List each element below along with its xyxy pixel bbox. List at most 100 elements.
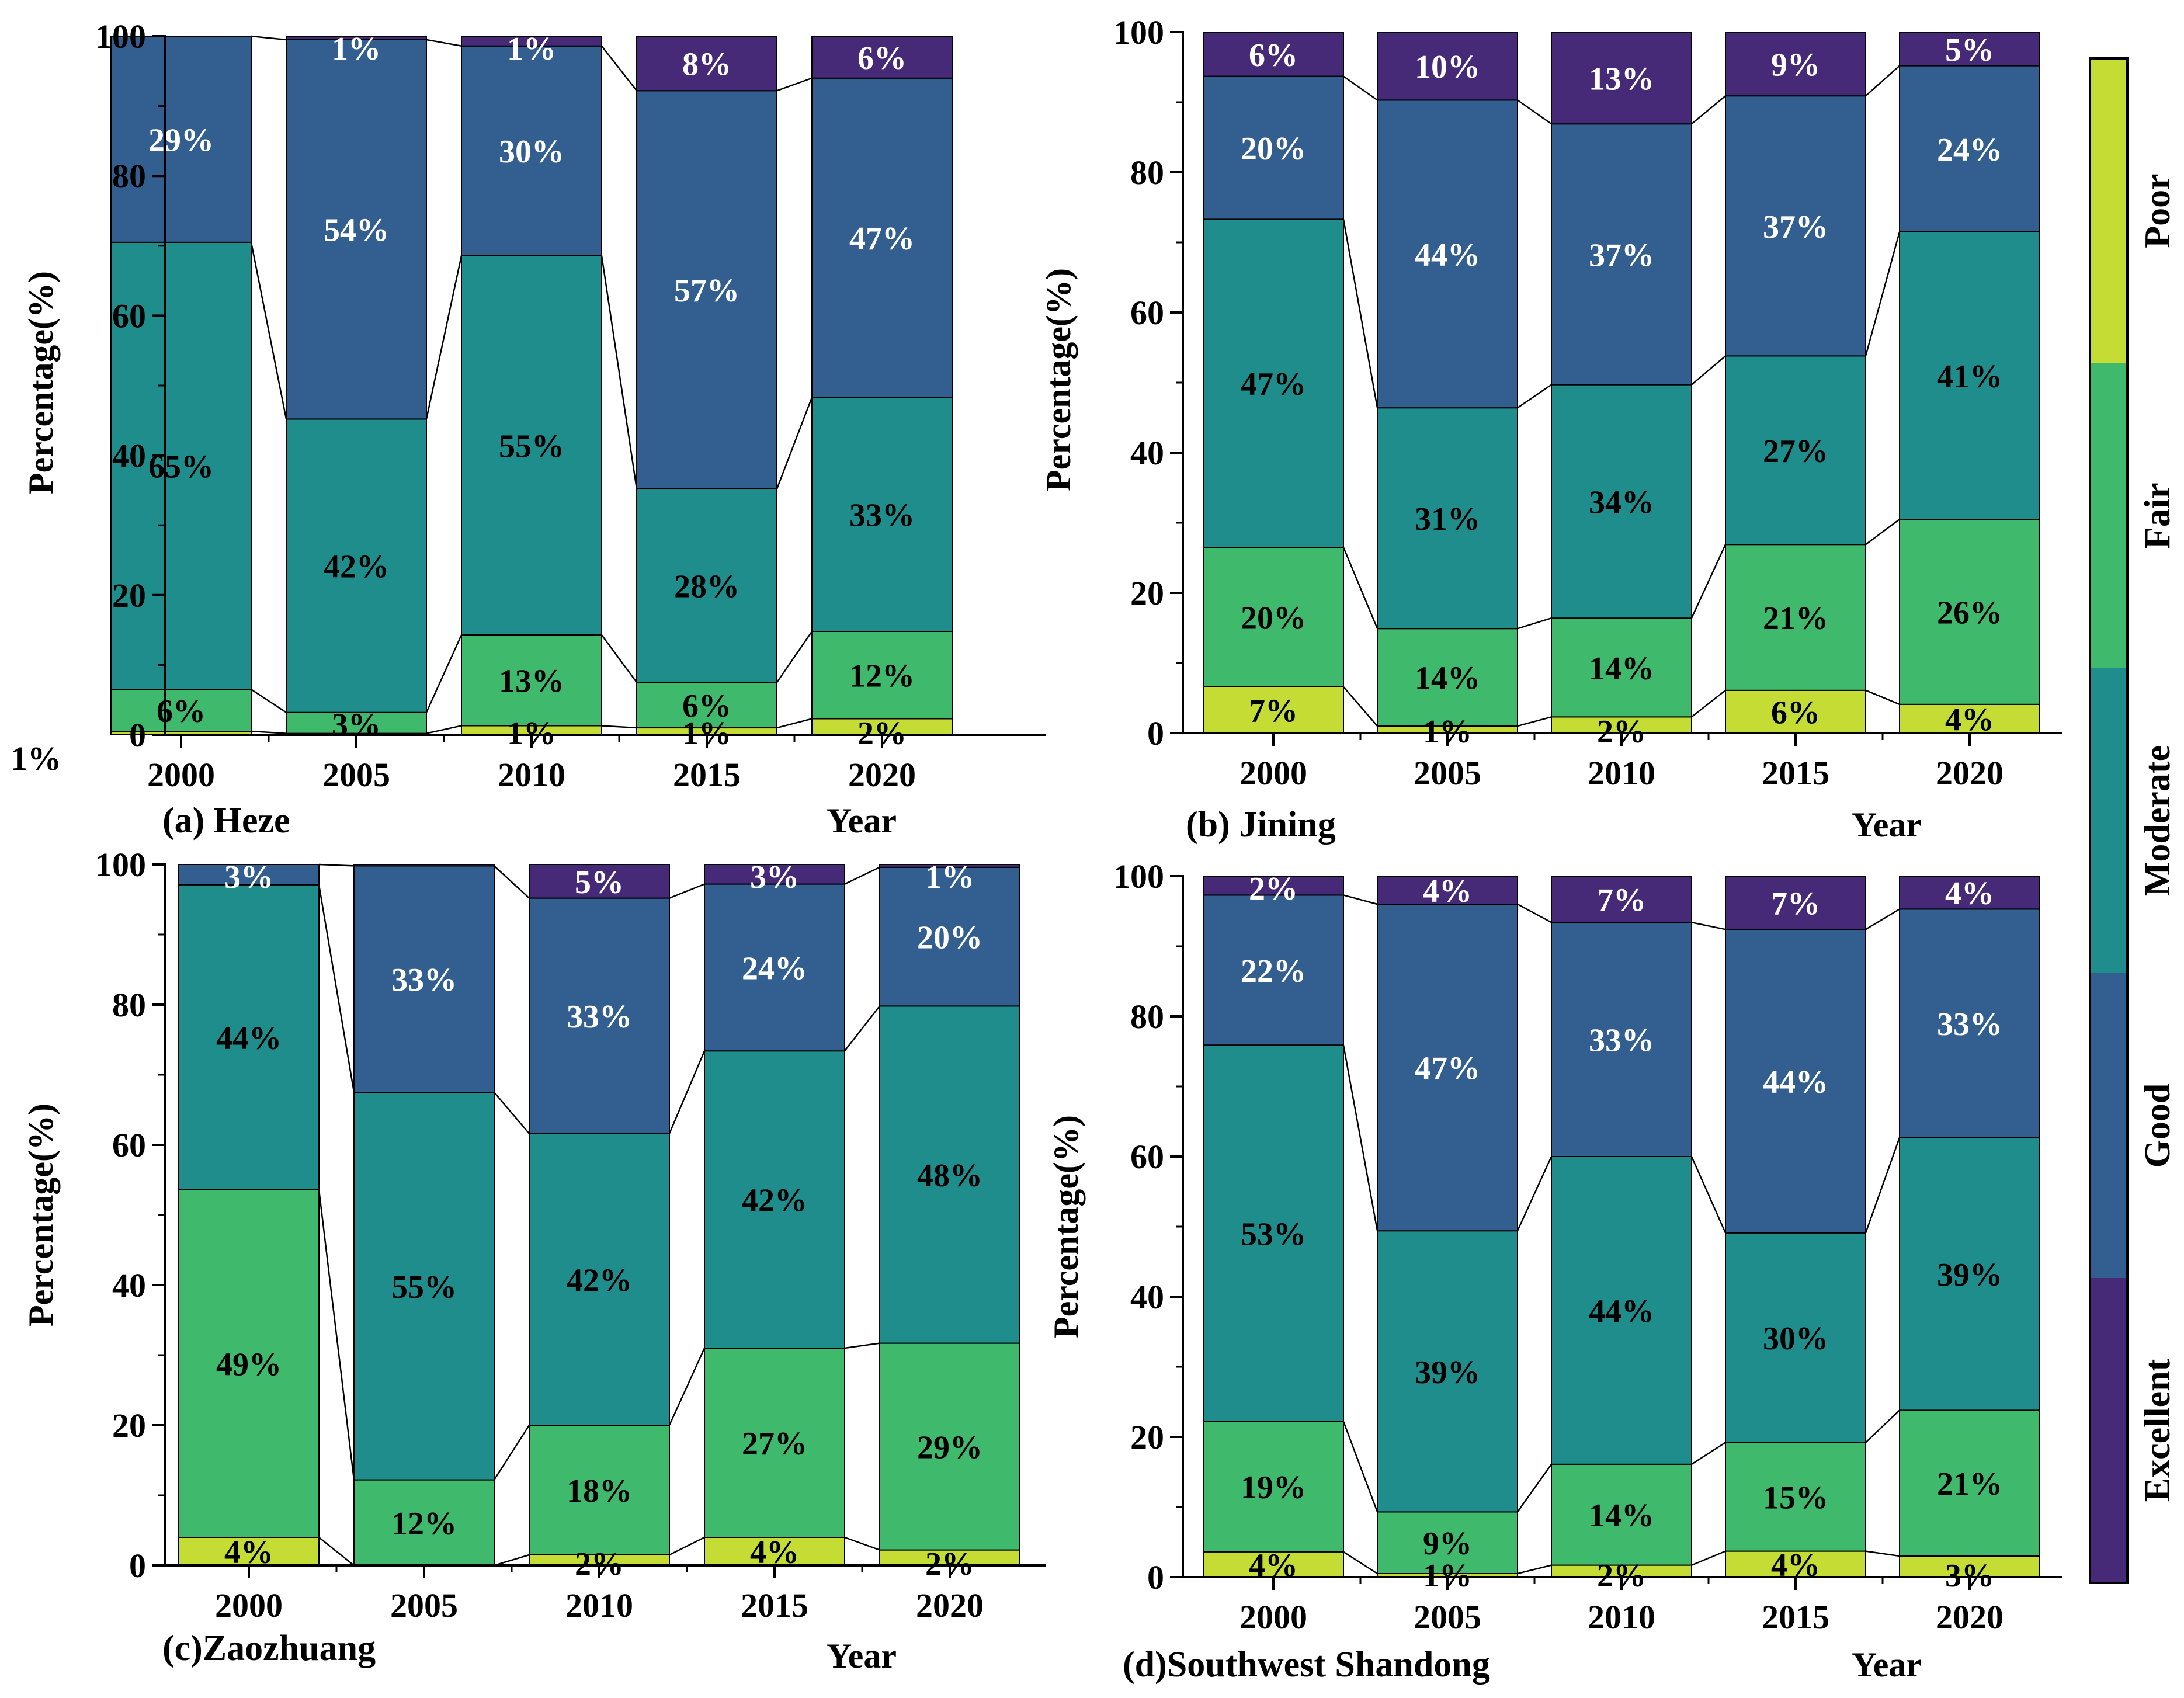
label-excellent-2020: 1% bbox=[925, 859, 974, 895]
connector-lines bbox=[1342, 894, 1901, 1575]
bar-good-2005 bbox=[286, 39, 427, 420]
bar-excellent-2015 bbox=[704, 864, 845, 885]
bar-moderate-2015 bbox=[636, 488, 777, 683]
x-tick-label-2015: 2015 bbox=[1762, 754, 1829, 792]
connector-line bbox=[318, 1537, 355, 1566]
connector-line bbox=[776, 718, 813, 729]
bar-excellent-2020 bbox=[1899, 32, 2040, 67]
legend-swatch-good bbox=[2090, 973, 2127, 1278]
label-good-2005: 44% bbox=[1415, 237, 1480, 273]
label-good-2015: 57% bbox=[674, 273, 739, 309]
label-excellent-2015: 7% bbox=[1771, 886, 1820, 922]
bar-fair-2010 bbox=[529, 1425, 670, 1555]
label-good-2000: 29% bbox=[148, 122, 214, 158]
bar-moderate-2010 bbox=[1551, 1156, 1692, 1465]
y-tick-label: 20 bbox=[112, 577, 146, 614]
x-tick-label-2000: 2000 bbox=[215, 1586, 283, 1624]
bar-good-2020 bbox=[811, 77, 953, 398]
segment-labels: 4%1%2%4%3%19%9%14%15%21%53%39%44%30%39%2… bbox=[1241, 871, 2002, 1594]
y-tick-label: 0 bbox=[129, 1547, 146, 1585]
bar-excellent-2000 bbox=[1203, 32, 1344, 77]
label-moderate-2015: 28% bbox=[674, 569, 739, 605]
bar-good-2010 bbox=[529, 897, 670, 1134]
label-moderate-2020: 48% bbox=[917, 1158, 982, 1194]
label-excellent-2005: 10% bbox=[1415, 49, 1480, 85]
x-tick-label-2020: 2020 bbox=[1936, 1598, 2004, 1636]
connector-line bbox=[1517, 384, 1552, 409]
x-tick-label-2005: 2005 bbox=[1414, 754, 1481, 792]
connector-lines bbox=[250, 35, 813, 734]
label-excellent-2020: 6% bbox=[857, 40, 907, 77]
x-tick-label-2015: 2015 bbox=[673, 756, 741, 794]
label-good-2020: 47% bbox=[849, 221, 915, 257]
connector-line bbox=[494, 1092, 530, 1134]
connector-line bbox=[1343, 686, 1378, 727]
label-moderate-2015: 42% bbox=[742, 1183, 807, 1219]
legend-label-excellent: Excellent bbox=[2138, 1359, 2178, 1502]
connector-line bbox=[1691, 921, 1726, 930]
label-moderate-2010: 34% bbox=[1589, 484, 1654, 520]
bar-good-2010 bbox=[1551, 922, 1692, 1157]
y-tick-label: 20 bbox=[1130, 574, 1164, 612]
connector-line bbox=[1517, 99, 1552, 125]
bar-moderate-2005 bbox=[286, 418, 427, 713]
y-tick-label: 100 bbox=[1113, 13, 1164, 51]
axes: 0 20 40 60 80 100 2000 2005 2010 2015 2020 bbox=[1113, 857, 2062, 1636]
connector-line bbox=[668, 1348, 706, 1426]
panels: 1%1%2%6%3%13%6%12%65%42%55%28%33%29%54%3… bbox=[22, 13, 2062, 1685]
label-fair-2020: 29% bbox=[917, 1430, 982, 1466]
legend-border bbox=[2089, 57, 2129, 1584]
bar-poor-2010 bbox=[1551, 716, 1692, 734]
label-poor-2000: 7% bbox=[1249, 693, 1298, 729]
connector-line bbox=[1516, 1464, 1553, 1513]
label-good-2005: 33% bbox=[391, 962, 457, 998]
bar-fair-2005 bbox=[286, 711, 427, 734]
x-tick-label-2005: 2005 bbox=[1414, 1598, 1481, 1636]
connector-line bbox=[844, 866, 880, 885]
y-tick-label: 80 bbox=[112, 157, 146, 195]
bar-fair-2010 bbox=[1551, 617, 1692, 718]
connector-line bbox=[1517, 903, 1552, 923]
connector-line bbox=[426, 39, 462, 47]
label-moderate-2005: 39% bbox=[1415, 1355, 1480, 1391]
label-excellent-2020: 5% bbox=[1945, 32, 1994, 68]
bar-excellent-2015 bbox=[1725, 876, 1866, 930]
connector-line bbox=[1516, 1156, 1553, 1231]
label-excellent-2000: 2% bbox=[1249, 871, 1298, 907]
label-good-2020: 24% bbox=[1937, 132, 2002, 168]
connector-line bbox=[251, 730, 287, 734]
connector-line bbox=[494, 865, 530, 899]
label-good-2005: 47% bbox=[1415, 1051, 1480, 1087]
segment-labels: 4%2%4%2%49%12%18%27%29%44%55%42%42%48%3%… bbox=[216, 859, 982, 1582]
x-axis-title: Year bbox=[1852, 805, 1922, 844]
legend-label-moderate: Moderate bbox=[2138, 745, 2178, 896]
x-tick-label-2010: 2010 bbox=[1588, 1598, 1655, 1636]
bar-excellent-2020 bbox=[811, 36, 953, 79]
bars bbox=[110, 36, 953, 736]
bar-poor-2000 bbox=[1203, 1551, 1344, 1578]
bar-good-2010 bbox=[461, 45, 602, 256]
label-moderate-2020: 41% bbox=[1937, 359, 2002, 395]
label-moderate-2000: 53% bbox=[1241, 1216, 1306, 1252]
bar-moderate-2010 bbox=[461, 255, 602, 636]
connector-line bbox=[1342, 1421, 1379, 1512]
label-excellent-2010: 5% bbox=[575, 864, 624, 901]
label-excellent-2005: 4% bbox=[1423, 873, 1472, 909]
label-moderate-2015: 27% bbox=[1763, 433, 1828, 470]
y-tick-label: 0 bbox=[1147, 1558, 1164, 1596]
bar-excellent-2015 bbox=[1725, 32, 1866, 97]
bar-moderate-2000 bbox=[1203, 1044, 1344, 1422]
y-tick-label: 40 bbox=[1130, 434, 1164, 472]
bars bbox=[1203, 32, 2040, 734]
connector-line bbox=[1691, 1442, 1726, 1465]
legend-label-fair: Fair bbox=[2138, 482, 2178, 549]
label-good-2015: 44% bbox=[1763, 1064, 1828, 1100]
panel-2: 7%1%2%6%4%20%14%14%21%26%47%31%34%27%41%… bbox=[1039, 13, 2062, 845]
bar-moderate-2005 bbox=[353, 1092, 495, 1481]
y-tick-label: 40 bbox=[112, 437, 146, 475]
x-tick-label-2000: 2000 bbox=[147, 756, 215, 794]
connector-line bbox=[1691, 689, 1726, 718]
label-fair-2010: 14% bbox=[1589, 1498, 1654, 1534]
connector-line bbox=[601, 45, 637, 92]
